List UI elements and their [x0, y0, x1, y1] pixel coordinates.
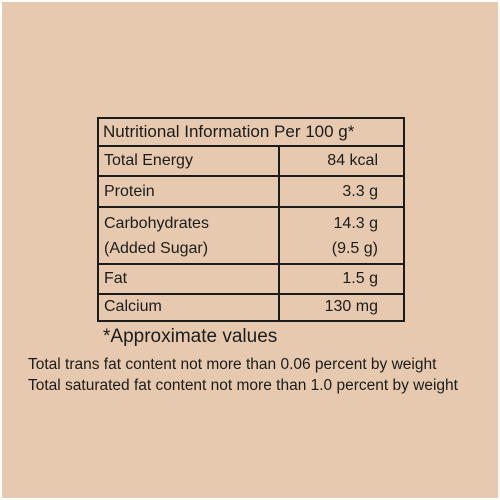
row-value: 1.5 g: [342, 270, 378, 287]
nutrition-table-title: Nutritional Information Per 100 g*: [99, 119, 403, 147]
table-row-carbohydrates: Carbohydrates (Added Sugar) 14.3 g (9.5 …: [99, 208, 403, 265]
table-row-calcium: Calcium 130 mg: [99, 295, 403, 320]
saturated-fat-disclaimer: Total saturated fat content not more tha…: [28, 377, 458, 394]
row-label: Calcium: [99, 295, 280, 320]
row-value: 14.3 g: [333, 215, 378, 232]
row-sub-value: (9.5 g): [331, 240, 378, 257]
row-label: Protein: [99, 177, 280, 206]
row-label: Total Energy: [99, 147, 280, 175]
table-row-fat: Fat 1.5 g: [99, 265, 403, 295]
row-label: Carbohydrates: [104, 215, 209, 232]
row-label: Fat: [99, 265, 280, 293]
trans-fat-disclaimer: Total trans fat content not more than 0.…: [28, 356, 437, 373]
row-label-group: Carbohydrates (Added Sugar): [99, 208, 280, 263]
row-sub-label: (Added Sugar): [104, 240, 209, 257]
nutrition-table: Nutritional Information Per 100 g* Total…: [97, 117, 405, 322]
row-value: 3.3 g: [342, 183, 378, 200]
row-value-group: 14.3 g (9.5 g): [280, 208, 403, 263]
row-value: 84 kcal: [327, 152, 378, 169]
table-row-total-energy: Total Energy 84 kcal: [99, 147, 403, 177]
row-value: 130 mg: [324, 298, 378, 315]
approximate-values-note: *Approximate values: [103, 326, 278, 347]
table-row-protein: Protein 3.3 g: [99, 177, 403, 208]
